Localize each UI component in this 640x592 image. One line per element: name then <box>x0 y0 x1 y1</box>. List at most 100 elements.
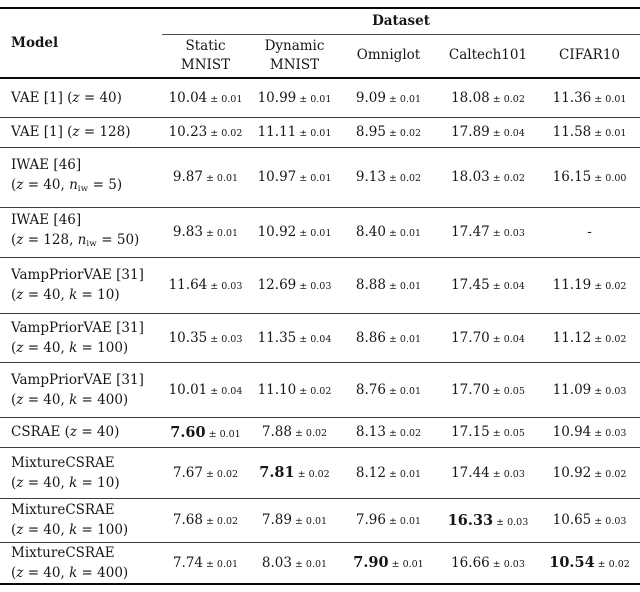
value-uncertainty: ± 0.00 <box>594 173 627 184</box>
value-uncertainty: ± 0.02 <box>299 385 332 397</box>
value: 18.08 <box>451 89 490 106</box>
value-cell: 17.70 ± 0.05 <box>437 362 539 418</box>
value: 8.76 <box>355 381 386 398</box>
value-uncertainty: ± 0.02 <box>597 559 630 570</box>
value-cell: 12.69 ± 0.03 <box>249 257 340 314</box>
value: 10.23 <box>168 124 208 140</box>
value: 17.44 <box>451 464 490 481</box>
value: 9.13 <box>355 169 386 185</box>
value-cell: 16.15 ± 0.00 <box>539 147 640 208</box>
value-uncertainty: ± 0.04 <box>492 333 525 345</box>
value: 10.97 <box>257 169 297 185</box>
value-cell: 7.96 ± 0.01 <box>340 498 437 543</box>
value-uncertainty: ± 0.02 <box>205 468 239 480</box>
value-cell: 7.90 ± 0.01 <box>340 542 437 584</box>
value-cell: 10.01 ± 0.04 <box>162 362 249 418</box>
model-line: CSRAE (z = 40) <box>11 424 120 440</box>
results-table: Model Dataset Static MNIST Dynamic MNIST… <box>0 7 640 585</box>
value-uncertainty: ± 0.02 <box>205 516 239 527</box>
value-cell: 7.60 ± 0.01 <box>162 417 249 448</box>
value-uncertainty: ± 0.03 <box>492 468 525 480</box>
value: 7.67 <box>172 464 203 481</box>
value-cell: 7.67 ± 0.02 <box>162 447 249 499</box>
value-cell: 10.92 ± 0.02 <box>539 447 640 499</box>
value: 16.66 <box>451 554 490 571</box>
value: 17.70 <box>451 329 490 346</box>
value-uncertainty: ± 0.01 <box>294 558 328 570</box>
value: 7.74 <box>172 554 203 571</box>
column-header-static-mnist: Static MNIST <box>162 34 249 79</box>
model-cell: IWAE [46] (z = 128, niw = 50) <box>0 207 162 258</box>
model-line: MixtureCSRAE <box>11 454 115 471</box>
value: 11.36 <box>552 89 592 106</box>
value: 7.88 <box>261 424 292 440</box>
model-cell: IWAE [46] (z = 40, niw = 5) <box>0 147 162 208</box>
model-line: VampPriorVAE [31] <box>11 319 144 336</box>
value: 10.92 <box>257 224 297 240</box>
value: 9.09 <box>355 89 386 106</box>
model-cell: MixtureCSRAE (z = 40, k = 10) <box>0 447 162 499</box>
value-uncertainty: ± 0.02 <box>294 428 328 439</box>
value-uncertainty: ± 0.02 <box>210 128 243 139</box>
value: 9.83 <box>172 224 203 240</box>
value-cell: 7.89 ± 0.01 <box>249 498 340 543</box>
value-cell: 17.47 ± 0.03 <box>437 207 539 258</box>
value-cell: 10.65 ± 0.03 <box>539 498 640 543</box>
value-uncertainty: ± 0.04 <box>492 128 525 139</box>
table-row: MixtureCSRAE (z = 40, k = 400) 7.74 ± 0.01 8… <box>0 542 640 584</box>
table-row: IWAE [46] (z = 40, niw = 5) 9.87 ± 0.01 10.9… <box>0 147 640 208</box>
model-line: (z = 40, niw = 5) <box>11 177 123 194</box>
column-header-line: Dynamic <box>264 37 325 54</box>
value-uncertainty: ± 0.01 <box>299 128 332 139</box>
value: 9.87 <box>172 169 203 185</box>
value-cell: 10.35 ± 0.03 <box>162 313 249 363</box>
value-uncertainty: ± 0.01 <box>205 558 239 570</box>
value: 16.33 <box>447 511 494 529</box>
model-line: VampPriorVAE [31] <box>11 371 144 388</box>
value-cell: 11.64 ± 0.03 <box>162 257 249 314</box>
table-header: Model Dataset Static MNIST Dynamic MNIST… <box>0 8 640 79</box>
value: 11.19 <box>552 277 592 293</box>
value: 7.60 <box>170 423 206 441</box>
value-cell: - <box>539 207 640 258</box>
value-uncertainty: ± 0.02 <box>492 93 525 105</box>
value: 8.12 <box>355 464 386 481</box>
value: 10.35 <box>168 329 208 346</box>
model-line: VAE [1] (z = 128) <box>11 124 131 140</box>
table-row: VAE [1] (z = 40) 10.04 ± 0.01 10.99 ± 0.01 9.… <box>0 78 640 118</box>
model-cell: VampPriorVAE [31] (z = 40, k = 400) <box>0 362 162 418</box>
value-uncertainty: ± 0.01 <box>205 173 239 184</box>
value-uncertainty: ± 0.01 <box>388 333 422 345</box>
column-header-omniglot: Omniglot <box>340 34 437 79</box>
value: 12.69 <box>257 277 297 293</box>
value-uncertainty: ± 0.01 <box>388 281 422 292</box>
value-cell: 10.54 ± 0.02 <box>539 542 640 584</box>
value-cell: 11.10 ± 0.02 <box>249 362 340 418</box>
model-line: MixtureCSRAE <box>11 502 115 518</box>
value-cell: 9.83 ± 0.01 <box>162 207 249 258</box>
model-line: VAE [1] (z = 40) <box>11 89 122 106</box>
value-cell: 11.09 ± 0.03 <box>539 362 640 418</box>
value-cell: 11.36 ± 0.01 <box>539 78 640 118</box>
table-row: VAE [1] (z = 128) 10.23 ± 0.02 11.11 ± 0.01 8… <box>0 117 640 148</box>
value-uncertainty: ± 0.01 <box>388 516 422 527</box>
value-uncertainty: ± 0.03 <box>210 333 243 345</box>
column-header-row: Static MNIST Dynamic MNIST Omniglot Calt… <box>0 34 640 79</box>
value-cell: 17.70 ± 0.04 <box>437 313 539 363</box>
value: - <box>587 224 592 240</box>
dataset-group-header: Dataset <box>162 8 640 35</box>
value-uncertainty: ± 0.03 <box>210 281 243 292</box>
column-header-line: Caltech101 <box>448 47 528 64</box>
value-uncertainty: ± 0.02 <box>594 333 627 345</box>
value-uncertainty: ± 0.05 <box>492 385 525 397</box>
value: 7.81 <box>259 464 295 481</box>
value-cell: 11.35 ± 0.04 <box>249 313 340 363</box>
column-header-line: Omniglot <box>356 47 421 64</box>
model-line: MixtureCSRAE <box>11 544 115 561</box>
value-cell: 8.40 ± 0.01 <box>340 207 437 258</box>
value: 7.90 <box>353 554 389 571</box>
value-uncertainty: ± 0.01 <box>594 93 627 105</box>
value-uncertainty: ± 0.02 <box>594 468 627 480</box>
value-uncertainty: ± 0.02 <box>492 173 525 184</box>
